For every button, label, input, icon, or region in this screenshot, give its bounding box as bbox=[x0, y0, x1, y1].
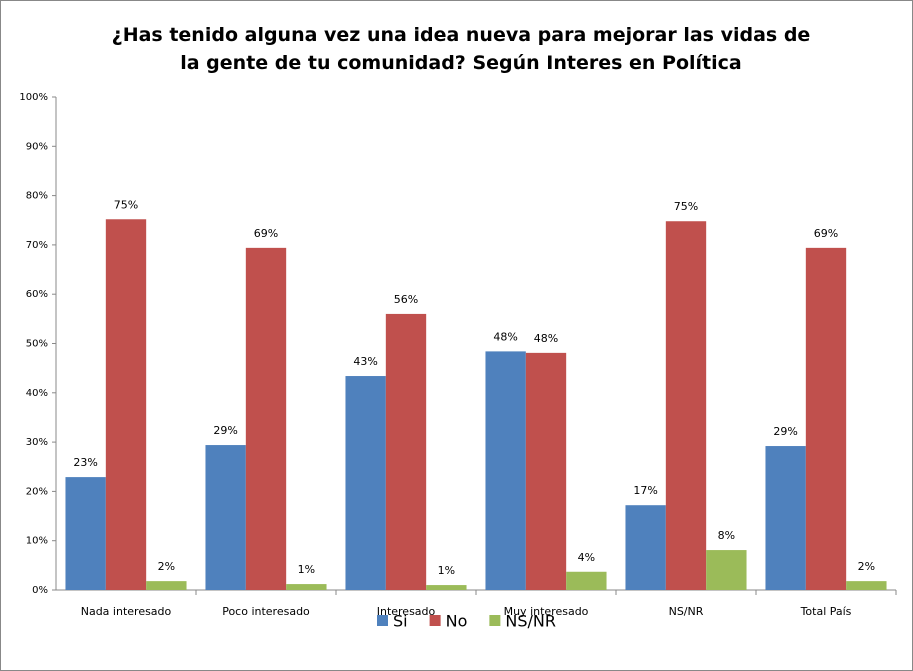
data-label: 56% bbox=[394, 293, 418, 306]
data-label: 75% bbox=[674, 200, 698, 213]
bar bbox=[286, 584, 327, 590]
legend-swatch bbox=[429, 615, 441, 626]
y-tick-label: 10% bbox=[26, 536, 48, 547]
legend-label: Si bbox=[393, 612, 408, 631]
bar bbox=[146, 581, 187, 590]
data-label: 48% bbox=[493, 330, 517, 343]
data-label: 29% bbox=[773, 425, 797, 438]
bar bbox=[665, 221, 707, 590]
x-tick-label: Total País bbox=[800, 605, 852, 618]
bar bbox=[765, 446, 806, 590]
y-tick-label: 50% bbox=[26, 339, 48, 350]
y-tick-label: 60% bbox=[26, 289, 48, 300]
x-tick-label: NS/NR bbox=[669, 605, 704, 618]
data-label: 69% bbox=[254, 227, 278, 240]
bar bbox=[566, 571, 607, 590]
data-label: 29% bbox=[213, 424, 237, 437]
bar bbox=[65, 477, 106, 590]
data-label: 75% bbox=[114, 198, 138, 211]
bar bbox=[105, 219, 147, 590]
x-tick-label: Poco interesado bbox=[222, 605, 310, 618]
data-label: 1% bbox=[438, 564, 455, 577]
data-label: 2% bbox=[858, 560, 875, 573]
data-label: 69% bbox=[814, 227, 838, 240]
bar bbox=[846, 581, 887, 590]
data-label: 1% bbox=[298, 563, 315, 576]
data-label: 8% bbox=[718, 529, 735, 542]
bar bbox=[625, 505, 666, 590]
data-label: 48% bbox=[534, 332, 558, 345]
legend-swatch bbox=[489, 615, 501, 626]
legend-label: NS/NR bbox=[505, 612, 556, 631]
bar bbox=[245, 247, 287, 590]
bar bbox=[426, 585, 467, 590]
data-label: 23% bbox=[73, 456, 97, 469]
x-tick-label: Interesado bbox=[377, 605, 436, 618]
x-tick-label: Muy interesado bbox=[504, 605, 589, 618]
bar bbox=[385, 313, 427, 590]
y-tick-label: 0% bbox=[32, 585, 48, 596]
y-tick-label: 100% bbox=[19, 92, 48, 103]
data-label: 2% bbox=[158, 560, 175, 573]
x-tick-label: Nada interesado bbox=[81, 605, 172, 618]
y-tick-label: 70% bbox=[26, 240, 48, 251]
y-tick-label: 30% bbox=[26, 437, 48, 448]
y-tick-label: 80% bbox=[26, 191, 48, 202]
legend-label: No bbox=[446, 612, 468, 631]
bar bbox=[205, 445, 246, 590]
data-label: 17% bbox=[633, 484, 657, 497]
y-tick-label: 40% bbox=[26, 388, 48, 399]
bar bbox=[525, 352, 567, 590]
legend-swatch bbox=[377, 615, 388, 626]
y-tick-label: 90% bbox=[26, 141, 48, 152]
bar bbox=[485, 351, 526, 590]
bar bbox=[345, 376, 386, 590]
data-label: 4% bbox=[578, 551, 595, 564]
bar bbox=[706, 550, 747, 590]
data-label: 43% bbox=[353, 355, 377, 368]
y-tick-label: 20% bbox=[26, 486, 48, 497]
chart-title: ¿Has tenido alguna vez una idea nueva pa… bbox=[111, 24, 811, 74]
bar bbox=[805, 247, 847, 590]
